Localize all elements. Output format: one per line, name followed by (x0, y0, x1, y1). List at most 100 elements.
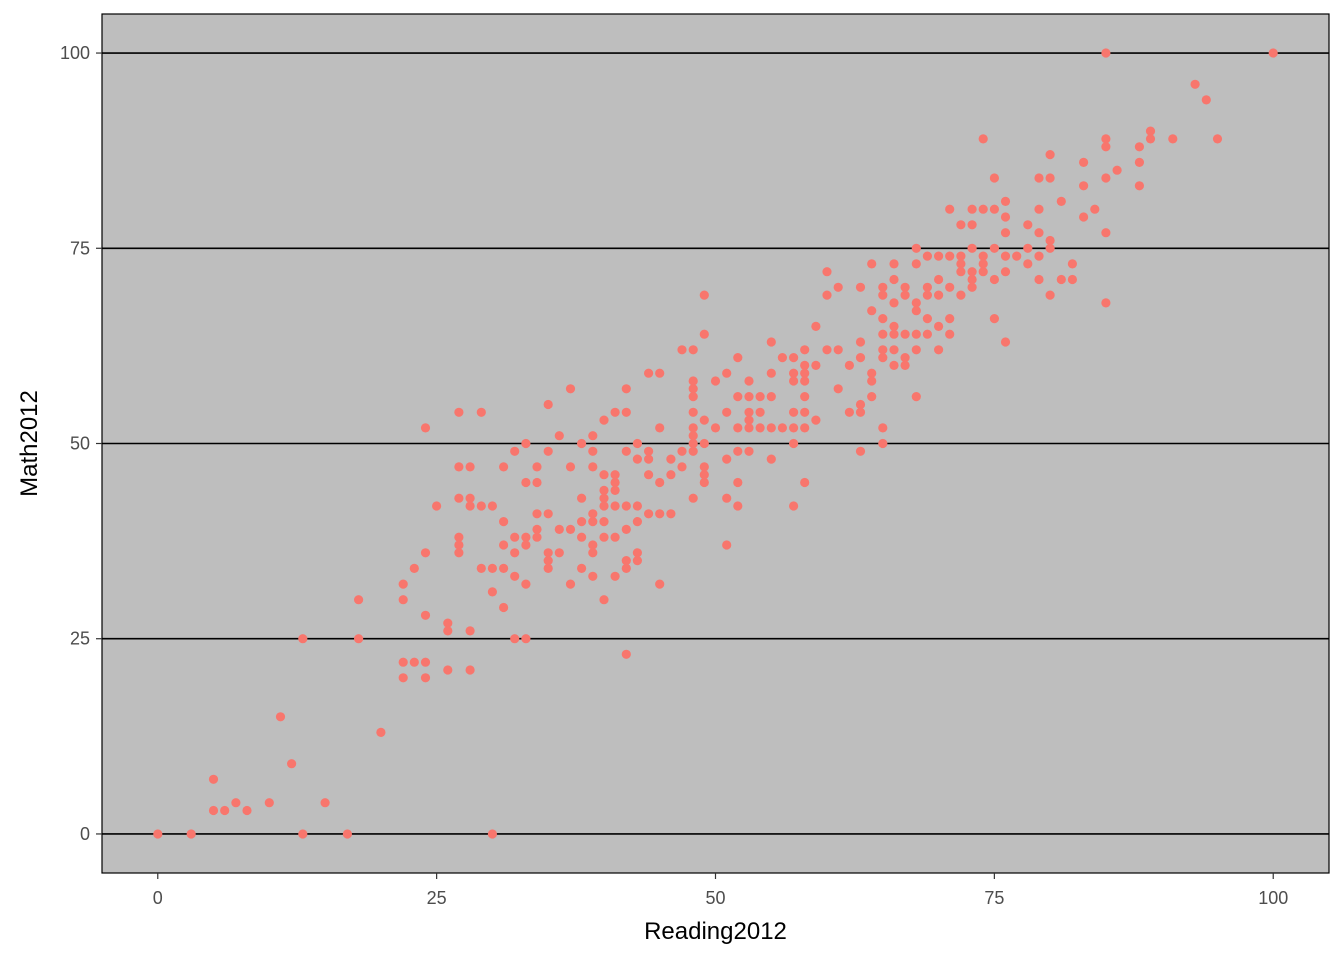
data-point (354, 634, 364, 644)
data-point (532, 477, 542, 488)
data-point (454, 540, 464, 550)
data-point (186, 829, 196, 839)
data-point (822, 345, 832, 355)
data-point (1134, 181, 1144, 191)
data-point (543, 509, 553, 519)
data-point (911, 306, 921, 316)
data-point (945, 314, 955, 324)
data-point (1090, 204, 1100, 214)
data-point (967, 243, 977, 253)
data-point (499, 517, 509, 527)
data-point (1056, 274, 1066, 285)
data-point (554, 548, 564, 558)
data-point (934, 321, 944, 331)
data-point (699, 477, 709, 488)
data-point (811, 321, 821, 331)
data-point (911, 298, 921, 308)
data-point (420, 657, 431, 667)
data-point (945, 204, 955, 214)
data-point (710, 423, 721, 433)
data-point (510, 571, 520, 581)
data-point (621, 501, 631, 511)
data-point (565, 462, 576, 472)
data-point (744, 415, 754, 425)
data-point (398, 595, 408, 605)
data-point (900, 360, 910, 370)
y-tick-label: 25 (70, 629, 90, 649)
data-point (1056, 196, 1066, 206)
data-point (398, 579, 408, 589)
data-point (632, 548, 643, 558)
data-point (588, 462, 598, 472)
data-point (822, 267, 832, 277)
data-point (208, 774, 219, 784)
data-point (342, 829, 352, 839)
data-point (621, 563, 631, 574)
data-point (878, 438, 888, 449)
data-point (242, 805, 252, 816)
data-point (922, 251, 933, 261)
data-point (878, 345, 888, 355)
data-point (1112, 165, 1122, 175)
data-point (1079, 157, 1089, 167)
data-point (577, 493, 587, 503)
data-point (945, 251, 955, 261)
data-point (867, 392, 877, 402)
data-point (543, 548, 553, 558)
data-point (800, 477, 810, 488)
y-tick-label: 75 (70, 238, 90, 258)
data-point (443, 618, 453, 628)
data-point (744, 423, 754, 433)
data-point (766, 454, 776, 464)
data-point (298, 634, 308, 644)
data-point (699, 438, 709, 449)
data-point (510, 634, 520, 644)
data-point (409, 563, 419, 574)
data-point (1190, 79, 1200, 89)
data-point (543, 563, 553, 574)
data-point (755, 407, 765, 417)
data-point (911, 259, 921, 269)
data-point (1023, 220, 1033, 230)
data-point (967, 267, 977, 277)
data-point (499, 462, 509, 472)
data-point (967, 204, 977, 214)
y-tick-label: 100 (60, 43, 90, 63)
data-point (934, 345, 944, 355)
data-point (789, 407, 799, 417)
data-point (978, 259, 988, 269)
data-point (911, 243, 921, 253)
data-point (599, 595, 609, 605)
data-point (588, 509, 598, 519)
data-point (766, 337, 776, 347)
data-point (867, 306, 877, 316)
data-point (543, 399, 553, 410)
x-axis-ticks: 0 25 50 75 100 (153, 873, 1288, 908)
data-point (1101, 173, 1111, 183)
data-point (432, 501, 442, 511)
data-point (867, 376, 877, 386)
data-point (398, 657, 408, 667)
y-axis-title: Math2012 (16, 390, 43, 497)
data-point (878, 329, 888, 339)
data-point (1034, 204, 1044, 214)
data-point (610, 571, 620, 581)
data-point (989, 274, 1000, 285)
data-point (1168, 134, 1178, 144)
data-point (1045, 235, 1055, 246)
data-point (1000, 267, 1011, 277)
data-point (487, 563, 497, 574)
data-point (666, 470, 676, 480)
data-point (1000, 196, 1011, 206)
data-point (1034, 274, 1044, 285)
data-point (454, 462, 464, 472)
data-point (487, 829, 497, 839)
data-point (465, 462, 475, 472)
data-point (956, 220, 966, 230)
data-point (610, 501, 620, 511)
data-point (934, 290, 944, 300)
data-point (1067, 274, 1077, 285)
data-point (677, 462, 687, 472)
data-point (945, 329, 955, 339)
